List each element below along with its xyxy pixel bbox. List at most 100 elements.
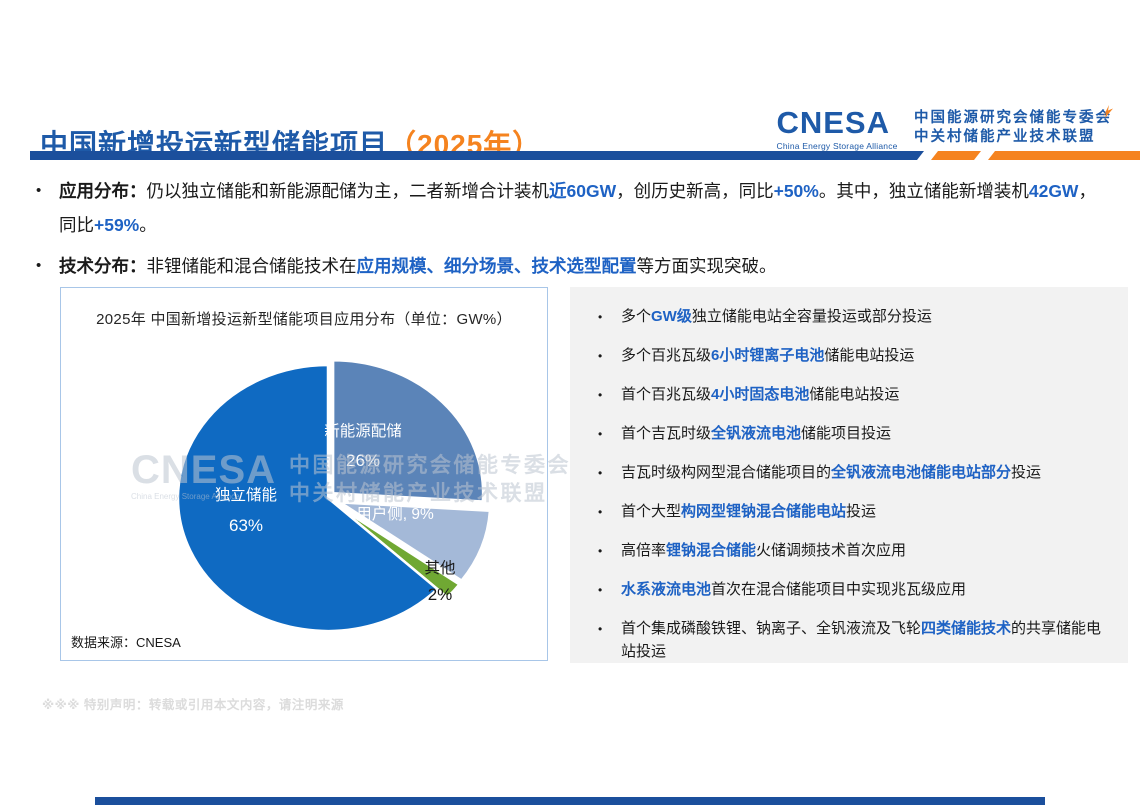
cnesa-logo: CNESA China Energy Storage Alliance 中国能源…: [776, 105, 1113, 151]
pie-label: 独立储能: [215, 486, 277, 504]
highlight-text: 首个集成磷酸铁锂、钠离子、全钒液流及飞轮四类储能技术的共享储能电站投运: [621, 617, 1112, 663]
text-segment: 首个集成磷酸铁锂、钠离子、全钒液流及飞轮: [621, 620, 922, 637]
text-segment: 42GW: [1028, 181, 1079, 201]
text-segment: +50%: [773, 181, 819, 201]
text-segment: 投运: [846, 503, 877, 520]
title-divider: [30, 151, 1140, 160]
summary-bullet: • 应用分布：仍以独立储能和新能源配储为主，二者新增合计装机近60GW，创历史新高…: [36, 174, 1108, 242]
text-segment: 投运: [1011, 464, 1042, 481]
summary-text: 应用分布：仍以独立储能和新能源配储为主，二者新增合计装机近60GW，创历史新高，…: [59, 174, 1108, 242]
text-segment: 非锂储能和混合储能技术在: [146, 256, 357, 276]
text-segment: 首个大型: [621, 503, 682, 520]
bullet-marker: •: [598, 583, 603, 597]
highlight-item: • 首个吉瓦时级全钒液流电池储能项目投运: [598, 422, 1112, 446]
cnesa-org-line1: 中国能源研究会储能专委会: [914, 110, 1112, 126]
highlight-item: • 吉瓦时级构网型混合储能项目的全钒液流电池储能电站部分投运: [598, 461, 1112, 485]
text-segment: 多个百兆瓦级: [621, 347, 712, 364]
text-segment: 锂钠混合储能: [666, 542, 757, 559]
text-segment: 四类储能技术: [921, 620, 1012, 637]
chart-title: 2025年 中国新增投运新型储能项目应用分布（单位：GW%）: [96, 311, 512, 328]
bullet-marker: •: [598, 310, 603, 324]
divider-blue-bar: [30, 151, 924, 160]
text-segment: 应用规模、细分场景、技术选型配置: [356, 256, 637, 276]
divider-orange-segment-long: [988, 151, 1140, 160]
text-segment: 近60GW: [549, 181, 617, 201]
highlight-item: • 高倍率锂钠混合储能火储调频技术首次应用: [598, 539, 1112, 563]
highlights-panel: • 多个GW级独立储能电站全容量投运或部分投运 • 多个百兆瓦级6小时锂离子电池储能电…: [570, 287, 1128, 663]
highlight-item: • 首个大型构网型锂钠混合储能电站投运: [598, 500, 1112, 524]
text-segment: 储能电站投运: [809, 386, 900, 403]
text-segment: 应用分布：: [59, 181, 147, 201]
bottom-accent-bar: [95, 797, 1045, 805]
lightning-icon: [1100, 104, 1113, 123]
text-segment: GW级: [651, 308, 692, 325]
bullet-marker: •: [598, 505, 603, 519]
text-segment: 技术分布：: [59, 256, 147, 276]
text-segment: 首个吉瓦时级: [621, 425, 712, 442]
cnesa-logo-wordmark: CNESA China Energy Storage Alliance: [776, 105, 1113, 151]
text-segment: 吉瓦时级构网型混合储能项目的: [621, 464, 832, 481]
highlight-item: • 首个集成磷酸铁锂、钠离子、全钒液流及飞轮四类储能技术的共享储能电站投运: [598, 617, 1112, 663]
text-segment: 首个百兆瓦级: [621, 386, 712, 403]
bullet-marker: •: [598, 544, 603, 558]
text-segment: 仍以独立储能和新能源配储为主，二者新增合计装机: [146, 181, 550, 201]
bullet-marker: •: [598, 466, 603, 480]
text-segment: 6小时锂离子电池: [711, 347, 825, 364]
pie-slice-独立储能: [176, 363, 440, 633]
text-segment: 构网型锂钠混合储能电站: [681, 503, 847, 520]
text-segment: 的共享储能电站投运: [621, 620, 1102, 660]
chart-data-source: 数据来源：CNESA: [71, 635, 181, 650]
highlight-item: • 水系液流电池首次在混合储能项目中实现兆瓦级应用: [598, 578, 1112, 602]
text-segment: 。其中，独立储能新增装机: [818, 181, 1029, 201]
text-segment: 首次在混合储能项目中实现兆瓦级应用: [711, 581, 967, 598]
text-segment: 火储调频技术首次应用: [756, 542, 907, 559]
bullet-marker: •: [598, 622, 603, 636]
bullet-marker: •: [598, 349, 603, 363]
cnesa-acronym: CNESA: [776, 105, 890, 140]
text-segment: +59%: [94, 215, 140, 235]
pie-chart: 新能源配储 26% 用户侧, 9% 其他 2% 独立储能 63%: [176, 358, 492, 633]
text-segment: 储能项目投运: [801, 425, 892, 442]
pie-label: 用户侧, 9%: [356, 505, 434, 523]
pie-slice-其他: [337, 505, 462, 600]
highlight-item: • 多个百兆瓦级6小时锂离子电池储能电站投运: [598, 344, 1112, 368]
text-segment: 储能电站投运: [824, 347, 915, 364]
bullet-marker: •: [36, 182, 42, 199]
divider-orange-segment-small: [931, 151, 981, 160]
cnesa-subtitle: China Energy Storage Alliance: [776, 141, 898, 151]
text-segment: ，创历史新高，同比: [616, 181, 774, 201]
highlight-text: 首个百兆瓦级4小时固态电池储能电站投运: [621, 383, 899, 407]
bullet-marker: •: [598, 427, 603, 441]
highlights-list: • 多个GW级独立储能电站全容量投运或部分投运 • 多个百兆瓦级6小时锂离子电池储能电…: [570, 287, 1128, 663]
text-segment: 全钒液流电池: [711, 425, 802, 442]
highlight-item: • 首个百兆瓦级4小时固态电池储能电站投运: [598, 383, 1112, 407]
pie-label: 新能源配储: [324, 422, 402, 440]
text-segment: 等方面实现突破。: [636, 256, 777, 276]
pie-label: 63%: [229, 516, 263, 535]
cnesa-org-names: 中国能源研究会储能专委会 中关村储能产业技术联盟: [914, 109, 1112, 147]
highlight-text: 多个百兆瓦级6小时锂离子电池储能电站投运: [621, 344, 914, 368]
highlight-text: 多个GW级独立储能电站全容量投运或部分投运: [621, 305, 932, 329]
text-segment: 4小时固态电池: [711, 386, 810, 403]
text-segment: ，同比: [59, 181, 1096, 235]
chart-card: 2025年 中国新增投运新型储能项目应用分布（单位：GW%） 新能源配储 26% 用…: [60, 287, 569, 661]
highlight-text: 水系液流电池首次在混合储能项目中实现兆瓦级应用: [621, 578, 966, 602]
bullet-marker: •: [36, 257, 42, 274]
text-segment: 水系液流电池: [621, 581, 712, 598]
pie-label: 26%: [346, 451, 380, 470]
summary-bullet: • 技术分布：非锂储能和混合储能技术在应用规模、细分场景、技术选型配置等方面实现突…: [36, 249, 1108, 283]
highlight-text: 首个吉瓦时级全钒液流电池储能项目投运: [621, 422, 891, 446]
text-segment: 全钒液流电池储能电站部分: [831, 464, 1012, 481]
summary-section: • 应用分布：仍以独立储能和新能源配储为主，二者新增合计装机近60GW，创历史新高…: [36, 174, 1108, 290]
pie-slice-用户侧: [335, 500, 492, 583]
highlight-item: • 多个GW级独立储能电站全容量投运或部分投运: [598, 305, 1112, 329]
bullet-marker: •: [598, 388, 603, 402]
pie-label: 其他: [424, 559, 455, 577]
disclaimer-text: ※※※ 特别声明：转载或引用本文内容，请注明来源: [42, 698, 344, 712]
text-segment: 多个: [621, 308, 652, 325]
cnesa-org-line2: 中关村储能产业技术联盟: [914, 129, 1096, 145]
highlight-text: 首个大型构网型锂钠混合储能电站投运: [621, 500, 876, 524]
text-segment: 高倍率: [621, 542, 667, 559]
pie-label: 2%: [428, 585, 453, 604]
